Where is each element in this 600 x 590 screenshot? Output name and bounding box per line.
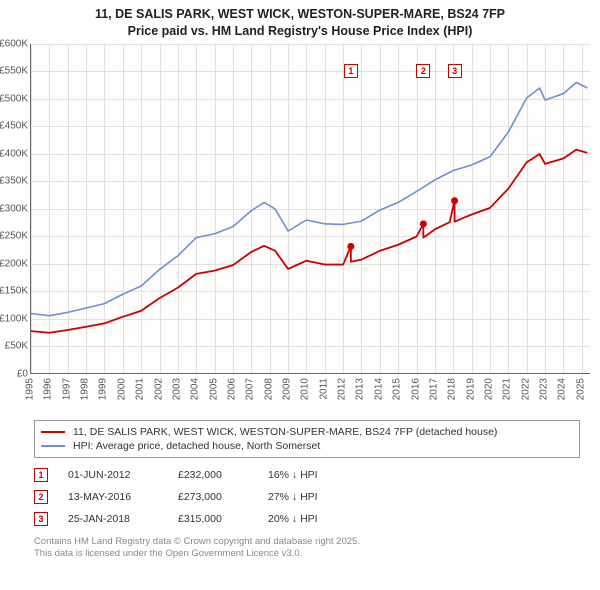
x-tick-label: 2024: [557, 378, 568, 400]
title-line-2: Price paid vs. HM Land Registry's House …: [10, 23, 590, 40]
x-tick-label: 2012: [337, 378, 348, 400]
y-tick-label: £350K: [0, 176, 28, 187]
event-row: 3 25-JAN-2018 £315,000 20% ↓ HPI: [34, 508, 580, 530]
event-price: £315,000: [178, 513, 248, 525]
legend-item: 11, DE SALIS PARK, WEST WICK, WESTON-SUP…: [41, 425, 573, 439]
legend: 11, DE SALIS PARK, WEST WICK, WESTON-SUP…: [34, 420, 580, 458]
y-tick-label: £50K: [5, 341, 28, 352]
sale-dot: [420, 220, 427, 227]
x-tick-label: 2020: [484, 378, 495, 400]
event-row: 1 01-JUN-2012 £232,000 16% ↓ HPI: [34, 464, 580, 486]
x-tick-label: 2010: [300, 378, 311, 400]
footer-line-1: Contains HM Land Registry data © Crown c…: [34, 536, 580, 548]
x-tick-label: 2021: [502, 378, 513, 400]
event-price: £273,000: [178, 491, 248, 503]
series-line: [31, 149, 587, 332]
x-tick-label: 1995: [25, 378, 36, 400]
legend-swatch: [41, 431, 65, 433]
sale-events-table: 1 01-JUN-2012 £232,000 16% ↓ HPI 2 13-MAY-201…: [34, 464, 580, 530]
x-tick-label: 1997: [61, 378, 72, 400]
chart-title: 11, DE SALIS PARK, WEST WICK, WESTON-SUP…: [0, 0, 600, 42]
event-date: 13-MAY-2016: [68, 491, 158, 503]
sale-marker-box: 3: [448, 64, 462, 78]
chart-area: £0£50K£100K£150K£200K£250K£300K£350K£400…: [30, 44, 590, 414]
y-tick-label: £150K: [0, 286, 28, 297]
x-tick-label: 2009: [282, 378, 293, 400]
title-line-1: 11, DE SALIS PARK, WEST WICK, WESTON-SUP…: [10, 6, 590, 23]
legend-label: HPI: Average price, detached house, Nort…: [73, 440, 320, 452]
footer: Contains HM Land Registry data © Crown c…: [34, 536, 580, 561]
x-tick-label: 1998: [80, 378, 91, 400]
sale-dot: [347, 243, 354, 250]
event-hpi: 27% ↓ HPI: [268, 491, 318, 503]
event-hpi: 20% ↓ HPI: [268, 513, 318, 525]
legend-item: HPI: Average price, detached house, Nort…: [41, 439, 573, 453]
x-tick-label: 2013: [355, 378, 366, 400]
footer-line-2: This data is licensed under the Open Gov…: [34, 548, 580, 560]
y-tick-label: £500K: [0, 93, 28, 104]
x-tick-label: 2014: [373, 378, 384, 400]
x-tick-label: 2001: [135, 378, 146, 400]
series-line: [31, 82, 587, 315]
x-tick-label: 2015: [392, 378, 403, 400]
x-tick-label: 2005: [208, 378, 219, 400]
chart-svg: [31, 44, 591, 374]
event-date: 25-JAN-2018: [68, 513, 158, 525]
x-tick-label: 2008: [263, 378, 274, 400]
sale-dot: [451, 197, 458, 204]
x-tick-label: 2006: [226, 378, 237, 400]
x-tick-label: 1996: [43, 378, 54, 400]
x-tick-label: 1999: [98, 378, 109, 400]
x-tick-label: 2011: [318, 378, 329, 400]
sale-marker-box: 2: [416, 64, 430, 78]
y-tick-label: £100K: [0, 313, 28, 324]
event-marker-box: 2: [34, 490, 48, 504]
plot-area: 1 2 3: [30, 44, 590, 374]
x-tick-label: 2000: [116, 378, 127, 400]
x-tick-label: 2017: [428, 378, 439, 400]
x-tick-label: 2023: [539, 378, 550, 400]
sale-marker-box: 1: [344, 64, 358, 78]
x-tick-label: 2022: [520, 378, 531, 400]
x-tick-label: 2004: [190, 378, 201, 400]
x-tick-label: 2003: [171, 378, 182, 400]
y-tick-label: £300K: [0, 203, 28, 214]
event-marker-box: 3: [34, 512, 48, 526]
y-tick-label: £250K: [0, 231, 28, 242]
y-tick-label: £550K: [0, 66, 28, 77]
page-root: 11, DE SALIS PARK, WEST WICK, WESTON-SUP…: [0, 0, 600, 590]
y-axis: £0£50K£100K£150K£200K£250K£300K£350K£400…: [0, 44, 30, 414]
y-tick-label: £450K: [0, 121, 28, 132]
event-price: £232,000: [178, 469, 248, 481]
x-tick-label: 2018: [447, 378, 458, 400]
x-tick-label: 2016: [410, 378, 421, 400]
x-tick-label: 2025: [575, 378, 586, 400]
y-tick-label: £400K: [0, 148, 28, 159]
x-tick-label: 2019: [465, 378, 476, 400]
event-date: 01-JUN-2012: [68, 469, 158, 481]
x-axis: 1995199619971998199920002001200220032004…: [30, 374, 590, 414]
y-tick-label: £200K: [0, 258, 28, 269]
event-row: 2 13-MAY-2016 £273,000 27% ↓ HPI: [34, 486, 580, 508]
y-tick-label: £600K: [0, 38, 28, 49]
x-tick-label: 2002: [153, 378, 164, 400]
x-tick-label: 2007: [245, 378, 256, 400]
legend-label: 11, DE SALIS PARK, WEST WICK, WESTON-SUP…: [73, 426, 497, 438]
event-marker-box: 1: [34, 468, 48, 482]
legend-swatch: [41, 445, 65, 447]
event-hpi: 16% ↓ HPI: [268, 469, 318, 481]
